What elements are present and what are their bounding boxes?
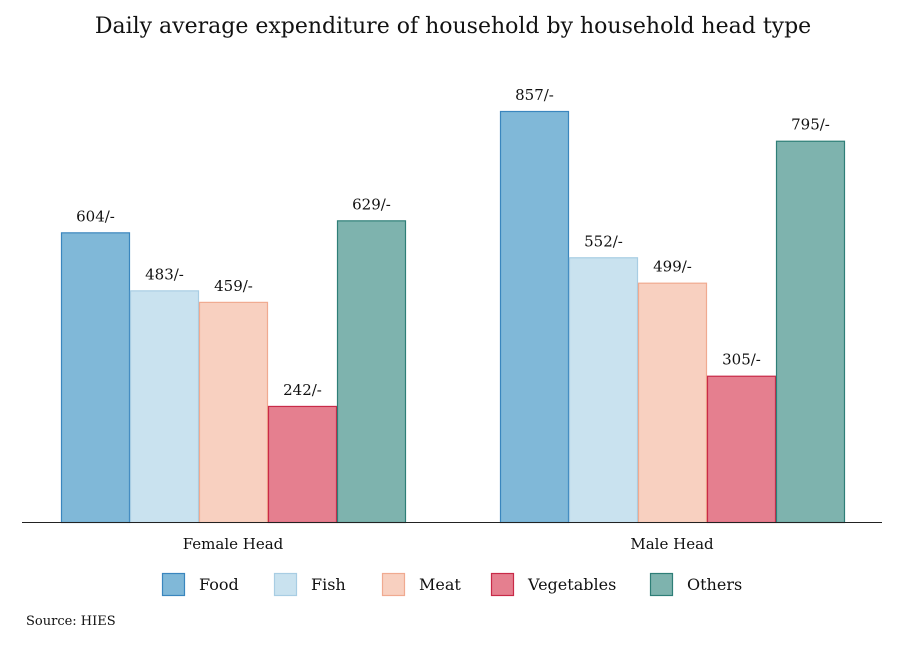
legend-label-food: Food bbox=[199, 575, 239, 594]
value-label-male-head-vegetables: 305/- bbox=[722, 351, 761, 369]
value-label-male-head-food: 857/- bbox=[515, 86, 554, 104]
legend-label-vegetables: Vegetables bbox=[527, 575, 616, 594]
legend-label-meat: Meat bbox=[419, 575, 461, 594]
bar-male-head-fish bbox=[568, 257, 639, 524]
value-label-female-head-food: 604/- bbox=[76, 207, 115, 225]
category-label-male-head: Male Head bbox=[630, 535, 714, 553]
bar-female-head-meat bbox=[198, 301, 269, 524]
bar-female-head-others bbox=[336, 220, 407, 524]
chart-title: Daily average expenditure of household b… bbox=[94, 14, 812, 39]
value-label-male-head-others: 795/- bbox=[791, 116, 830, 134]
value-labels-group: 604/- 483/- 459/- 242/- 629/- 857/- 552/- 499/-… bbox=[76, 86, 830, 399]
legend-swatch-others bbox=[649, 572, 674, 597]
value-label-female-head-fish: 483/- bbox=[145, 265, 184, 283]
legend-swatch-fish bbox=[273, 572, 298, 597]
bar-female-head-food bbox=[60, 232, 131, 524]
category-label-female-head: Female Head bbox=[183, 535, 284, 553]
category-labels-group: Female Head Male Head bbox=[183, 535, 714, 553]
legend-swatch-food bbox=[161, 572, 186, 597]
value-label-male-head-meat: 499/- bbox=[653, 258, 692, 276]
value-label-female-head-meat: 459/- bbox=[214, 277, 253, 295]
bar-male-head-others bbox=[775, 140, 846, 524]
value-label-male-head-fish: 552/- bbox=[584, 232, 623, 250]
legend: Food Fish Meat Vegetables Others bbox=[161, 572, 742, 597]
bar-male-head-vegetables bbox=[706, 375, 777, 524]
legend-label-others: Others bbox=[687, 575, 742, 594]
legend-swatch-meat bbox=[381, 572, 406, 597]
legend-label-fish: Fish bbox=[311, 575, 346, 594]
value-label-female-head-vegetables: 242/- bbox=[283, 381, 322, 399]
legend-swatch-vegetables bbox=[490, 572, 515, 597]
bar-male-head-meat bbox=[637, 282, 708, 524]
bar-female-head-fish bbox=[129, 290, 200, 524]
bar-male-head-food bbox=[499, 110, 570, 524]
value-label-female-head-others: 629/- bbox=[352, 195, 391, 213]
source-note: Source: HIES bbox=[26, 614, 116, 629]
bar-female-head-vegetables bbox=[267, 405, 338, 524]
bars-group bbox=[60, 110, 846, 524]
